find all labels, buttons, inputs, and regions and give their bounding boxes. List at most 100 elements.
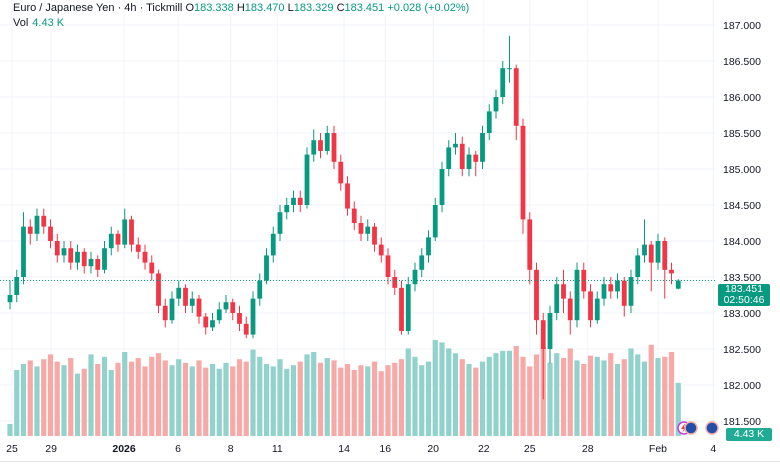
price-tick-label: 184.500 [723, 200, 761, 212]
volume-bar [61, 365, 67, 436]
candle-body [122, 219, 128, 245]
high-label: H [236, 2, 245, 14]
volume-bar [506, 350, 513, 436]
time-tick-label: 25 [6, 443, 18, 455]
candle-body [115, 233, 121, 245]
eu-flag-icon[interactable] [705, 421, 719, 435]
last-price-label: 183.451 02:50:46 [718, 284, 770, 306]
candle-body [48, 226, 53, 241]
volume-bar [587, 355, 594, 436]
candle-body [331, 133, 337, 162]
volume-bar [500, 350, 506, 436]
price-tick-label: 186.500 [723, 56, 761, 68]
candle-body [311, 140, 317, 155]
event-icons[interactable] [677, 421, 719, 435]
volume-bar [331, 360, 337, 436]
candle-body [264, 255, 269, 281]
volume-bar [189, 366, 195, 436]
candle-body [75, 251, 80, 263]
volume-bar [236, 359, 243, 436]
time-tick-label: 22 [478, 443, 490, 455]
candle-body [493, 97, 499, 112]
candle-body [567, 298, 573, 321]
volume-bar [351, 370, 357, 436]
volume-bar [297, 361, 303, 436]
volume-bar [527, 366, 533, 436]
volume-bar [513, 346, 519, 436]
bar-countdown: 02:50:46 [723, 294, 765, 306]
volume-bar [520, 356, 526, 436]
volume-bar [284, 368, 290, 436]
volume-bar [34, 366, 40, 436]
candle-body [581, 269, 587, 292]
candle-body [365, 226, 371, 234]
price-tick-label: 181.500 [723, 416, 761, 428]
candle-body [466, 154, 472, 169]
candle-body [183, 287, 188, 306]
candle-body [102, 248, 107, 270]
volume-bar [20, 364, 27, 436]
candle-body [156, 273, 161, 306]
volume-bar [567, 348, 573, 436]
candle-body [554, 284, 560, 313]
candle-body [588, 291, 593, 321]
price-tick-label: 185.000 [723, 164, 761, 176]
candle-body [129, 219, 134, 245]
grid [0, 0, 715, 437]
candle-body [392, 277, 398, 288]
eu-flag-icon[interactable] [684, 421, 698, 435]
close-value: 183.451 [344, 2, 385, 14]
time-tick-label: 4 [710, 443, 716, 455]
low-value: 183.329 [293, 2, 334, 14]
open-value: 183.338 [194, 2, 234, 14]
candle-body [237, 313, 242, 324]
time-tick-label: 6 [175, 443, 181, 455]
volume-bar [14, 370, 20, 436]
volume-bar [648, 344, 654, 436]
volume-bar [290, 365, 297, 436]
candle-body [61, 248, 67, 256]
symbol-title: Euro / Japanese Yen · 4h · Tickmill [13, 2, 183, 14]
time-tick-label: 20 [427, 443, 439, 455]
candle-body [648, 244, 654, 263]
candle-body [284, 205, 290, 213]
volume-bar [560, 358, 567, 436]
candle-body [473, 154, 479, 162]
volume-bar [304, 354, 310, 436]
lightning-icon [681, 423, 687, 433]
volume-bar [459, 359, 465, 436]
volume-bars [7, 340, 681, 436]
volume-bar [128, 361, 135, 436]
volume-bar [446, 348, 452, 436]
volume-bar [425, 361, 432, 436]
price-tick-label: 182.500 [723, 344, 761, 356]
candle-body [81, 251, 87, 267]
candle-body [210, 320, 215, 328]
price-tick-label: 184.000 [723, 236, 761, 248]
candle-body [196, 298, 202, 317]
volume-bar [466, 364, 472, 436]
candle-body [270, 233, 276, 256]
candle-body [203, 316, 209, 328]
candle-body [446, 147, 452, 169]
candle-body [608, 284, 614, 292]
volume-bar [405, 348, 411, 436]
volume-bar [88, 354, 94, 436]
candle-body [189, 298, 195, 306]
candle-body [68, 248, 74, 263]
volume-bar [135, 358, 141, 436]
price-axis[interactable]: 181.500 182.000 182.500 183.000 183.500 184.0… [723, 20, 761, 428]
volume-bar [581, 364, 587, 436]
price-tick-label: 186.000 [723, 92, 761, 104]
volume-bar [115, 362, 121, 436]
candle-body [419, 255, 425, 270]
candle-body [162, 305, 168, 321]
time-tick-label: 2026 [112, 443, 136, 455]
candle-body [108, 233, 114, 249]
candle-body [453, 143, 458, 148]
candle-body [216, 309, 222, 321]
volume-bar [257, 356, 263, 436]
time-axis[interactable]: 25 29 2026 6 8 11 14 16 20 22 25 28 Feb 4 [6, 443, 716, 455]
candle-body [88, 259, 94, 267]
